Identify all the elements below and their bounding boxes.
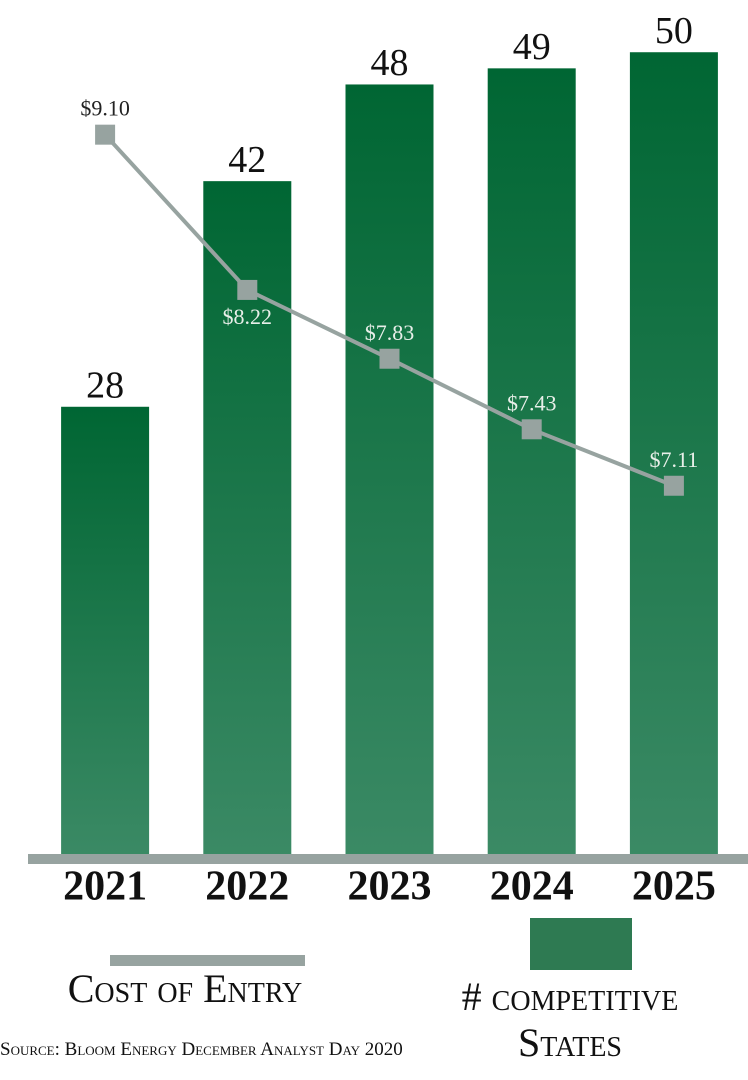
x-tick-label: 2023 [348,864,432,910]
legend-swatch [110,955,305,966]
bar [61,406,150,858]
data-label: 49 [513,26,551,68]
data-label: 28 [86,364,124,406]
x-tick-label: 2024 [490,864,574,910]
data-label: 50 [655,10,693,52]
bar [629,52,718,858]
x-tick-label: 2021 [63,864,147,910]
legend-label: # competitive States [461,974,679,1065]
legend-swatch [530,918,632,970]
source-note: Source: Bloom Energy December Analyst Da… [0,1039,403,1060]
data-label: $8.22 [223,304,273,329]
line-marker [237,279,258,300]
data-label: 42 [228,139,266,181]
line-marker [95,124,116,145]
data-label: $7.11 [650,447,699,472]
line-marker [663,475,684,496]
data-label: $7.43 [507,390,557,415]
bar [487,68,576,859]
x-tick-label: 2022 [205,864,289,910]
line-marker [521,419,542,440]
x-axis [28,854,748,864]
legend-label: Cost of Entry [67,966,303,1011]
line-marker [379,348,400,369]
x-tick-label: 2025 [632,864,716,910]
data-label: $7.83 [365,320,415,345]
bar [345,84,434,858]
data-label: 48 [371,42,409,84]
data-label: $9.10 [80,96,130,121]
